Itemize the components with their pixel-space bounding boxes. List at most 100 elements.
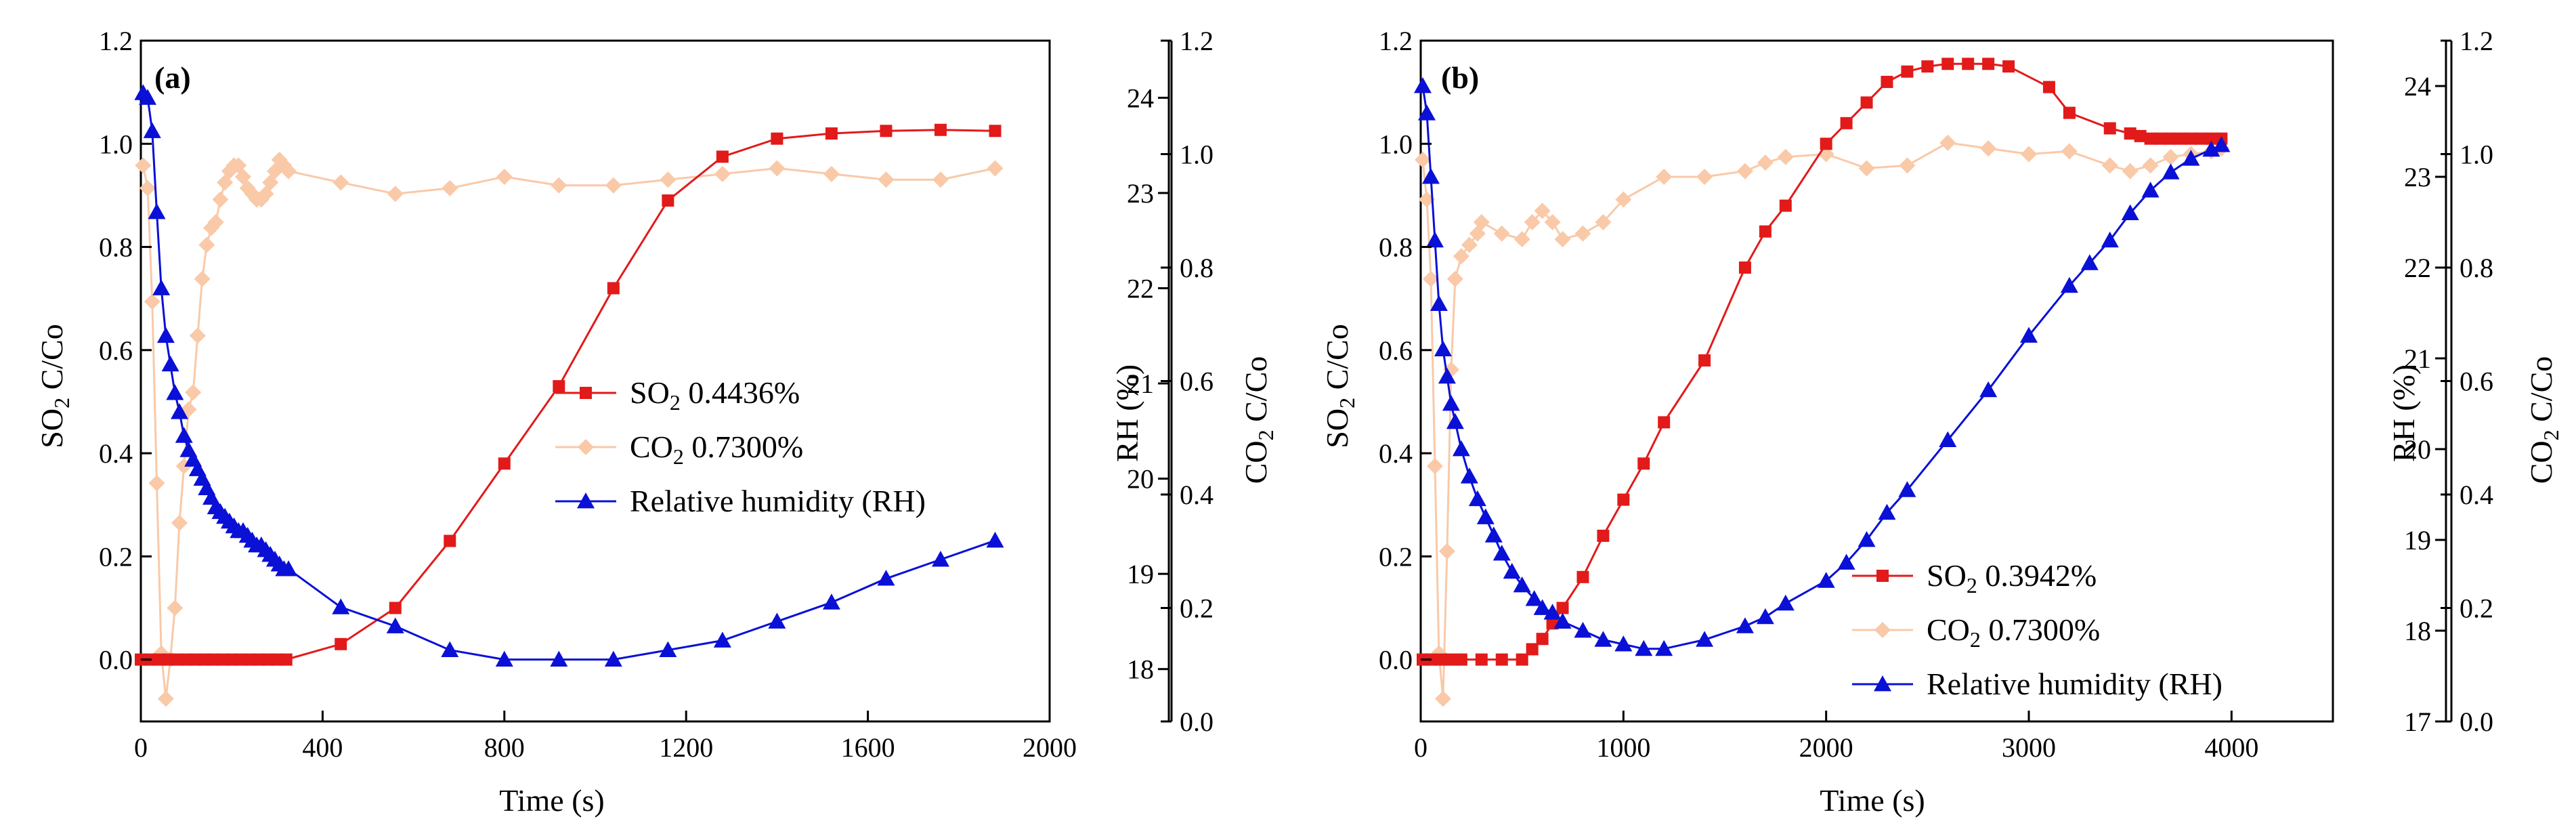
panel-b-x-axis-title: Time (s)	[1820, 783, 1925, 818]
panel-a-legend-label: SO2 0.4436%	[630, 375, 800, 415]
panel-b-series-square	[1416, 58, 2228, 666]
panel-b-data-point	[1525, 590, 1543, 606]
panel-b-data-point	[1696, 631, 1714, 647]
panel-a-rh-tick-label: 18	[1127, 654, 1154, 685]
panel-b-co2-tick-label: 0.2	[2460, 593, 2493, 624]
panel-a-data-point	[189, 327, 206, 344]
panel-a-data-point	[171, 403, 189, 419]
panel-a-data-point	[386, 617, 404, 633]
panel-a-x-tick-label: 1600	[841, 732, 895, 763]
panel-b-data-point	[1418, 191, 1435, 208]
panel-b-data-point	[1777, 148, 1794, 165]
panel-a-data-point	[825, 127, 838, 140]
panel-a-y-left-tick-label: 0.2	[99, 541, 133, 572]
panel-a-data-point	[659, 641, 677, 657]
panel-b-data-point	[2021, 146, 2037, 163]
panel-a-legend-marker	[578, 439, 594, 455]
panel-b-data-point	[1553, 612, 1572, 629]
panel-b-plot-border	[1419, 39, 2334, 723]
panel-b-data-point	[1453, 248, 1469, 265]
panel-b-data-point	[1526, 643, 1539, 656]
panel-a-series-diamond	[135, 151, 1004, 707]
panel-b: 0 1000 2000 3000 4000 0.0 0.2 0.4 0.6 0.8 1.0 1.2 17…	[1320, 26, 2563, 818]
panel-b-rh-tick-label: 17	[2404, 707, 2431, 737]
panel-b-data-point	[1597, 529, 1610, 542]
panel-b-data-point	[2162, 163, 2180, 180]
panel-a-data-point	[148, 475, 165, 492]
panel-b-co2-tick-label: 1.0	[2460, 140, 2493, 170]
panel-a-x-tick-label: 400	[302, 732, 343, 763]
panel-b-data-point	[1738, 261, 1751, 274]
panel-b-data-point	[1434, 340, 1452, 356]
panel-b-co2-tick-label: 0.0	[2460, 707, 2493, 737]
panel-b-data-point	[1514, 231, 1530, 248]
panel-b-data-point	[1576, 570, 1589, 583]
panel-a-data-point	[441, 641, 459, 657]
panel-a-data-point	[198, 236, 215, 253]
panel-b-data-point	[1438, 543, 1455, 560]
panel-a-data-point	[139, 180, 156, 196]
panel-b-data-point	[1615, 191, 1632, 208]
panel-b-data-point	[1635, 639, 1653, 656]
panel-b-rh-tick-label: 19	[2404, 525, 2431, 555]
panel-a-data-point	[166, 384, 184, 400]
panel-a-rh-tick-label: 20	[1127, 464, 1154, 495]
panel-b-data-point	[1536, 633, 1549, 646]
panel-a-data-point	[989, 125, 1002, 138]
panel-a-rh-tick-label: 24	[1127, 83, 1154, 113]
panel-b-y-left-tick-label: 0.2	[1379, 541, 1413, 572]
panel-b-data-point	[1503, 562, 1521, 579]
panel-b-data-point	[1980, 140, 1997, 157]
panel-b-legend-label: Relative humidity (RH)	[1927, 667, 2223, 701]
panel-b-data-point	[1476, 508, 1495, 524]
panel-b-data-point	[1898, 481, 1916, 497]
panel-a-x-tick-label: 0	[134, 732, 148, 763]
panel-b-ticks: 0 1000 2000 3000 4000 0.0 0.2 0.4 0.6 0.8 1.0 1.2 17…	[1379, 26, 2493, 763]
panel-b-data-point	[1438, 367, 1456, 384]
panel-b-data-point	[1473, 214, 1490, 230]
panel-a-co2-tick-label: 0.4	[1180, 480, 1214, 510]
panel-b-y-left-tick-label: 1.2	[1379, 26, 1413, 56]
panel-a-rh-tick-label: 21	[1127, 369, 1154, 399]
panel-b-data-point	[2141, 182, 2160, 198]
panel-a-y-left-tick-label: 1.0	[99, 129, 133, 159]
panel-a-data-point	[768, 612, 786, 629]
panel-a-x-tick-label: 1200	[659, 732, 713, 763]
panel-b-data-point	[2122, 163, 2139, 180]
panel-a-data-point	[280, 560, 298, 576]
panel-b-data-point	[1493, 225, 1510, 242]
panel-b-rh-tick-label: 24	[2404, 71, 2431, 102]
panel-a-series-square	[135, 123, 1002, 666]
panel-a-data-point	[931, 551, 949, 567]
panel-a-data-point	[771, 132, 783, 145]
panel-a-series-triangle	[134, 84, 1004, 667]
panel-a-y-left-tick-label: 0.8	[99, 232, 133, 263]
panel-b-data-point	[1779, 199, 1792, 212]
panel-b-legend-label: CO2 0.7300%	[1927, 612, 2100, 652]
panel-b-data-point	[2103, 122, 2116, 135]
panel-b-co2-tick-label: 0.4	[2460, 480, 2493, 510]
panel-a-data-point	[496, 169, 513, 185]
panel-b-data-point	[1637, 457, 1650, 470]
panel-b-data-point	[2080, 254, 2099, 270]
panel-a-data-point	[604, 650, 622, 667]
panel-b-co2-tick-label: 1.2	[2460, 26, 2493, 56]
panel-b-data-point	[1881, 75, 1893, 88]
panel-a-data-point	[212, 191, 229, 208]
panel-b-data-point	[1475, 653, 1488, 666]
panel-b-data-point	[1698, 354, 1711, 367]
panel-b-data-point	[1414, 151, 1431, 168]
panel-a-data-point	[822, 593, 840, 610]
panel-b-legend: SO2 0.3942% CO2 0.7300% Relative humidity …	[1852, 558, 2223, 701]
panel-b-data-point	[1860, 96, 1873, 109]
panel-a-co2-tick-label: 1.2	[1180, 26, 1214, 56]
panel-b-data-point	[2134, 129, 2147, 142]
panel-a-data-point	[551, 177, 567, 194]
panel-b-data-point	[1736, 163, 1753, 180]
panel-a-data-point	[713, 631, 731, 648]
panel-a-data-point	[877, 570, 895, 586]
panel-b-data-point	[1820, 138, 1832, 150]
panel-a-legend-label: Relative humidity (RH)	[630, 484, 926, 518]
panel-b-data-point	[1556, 602, 1569, 614]
